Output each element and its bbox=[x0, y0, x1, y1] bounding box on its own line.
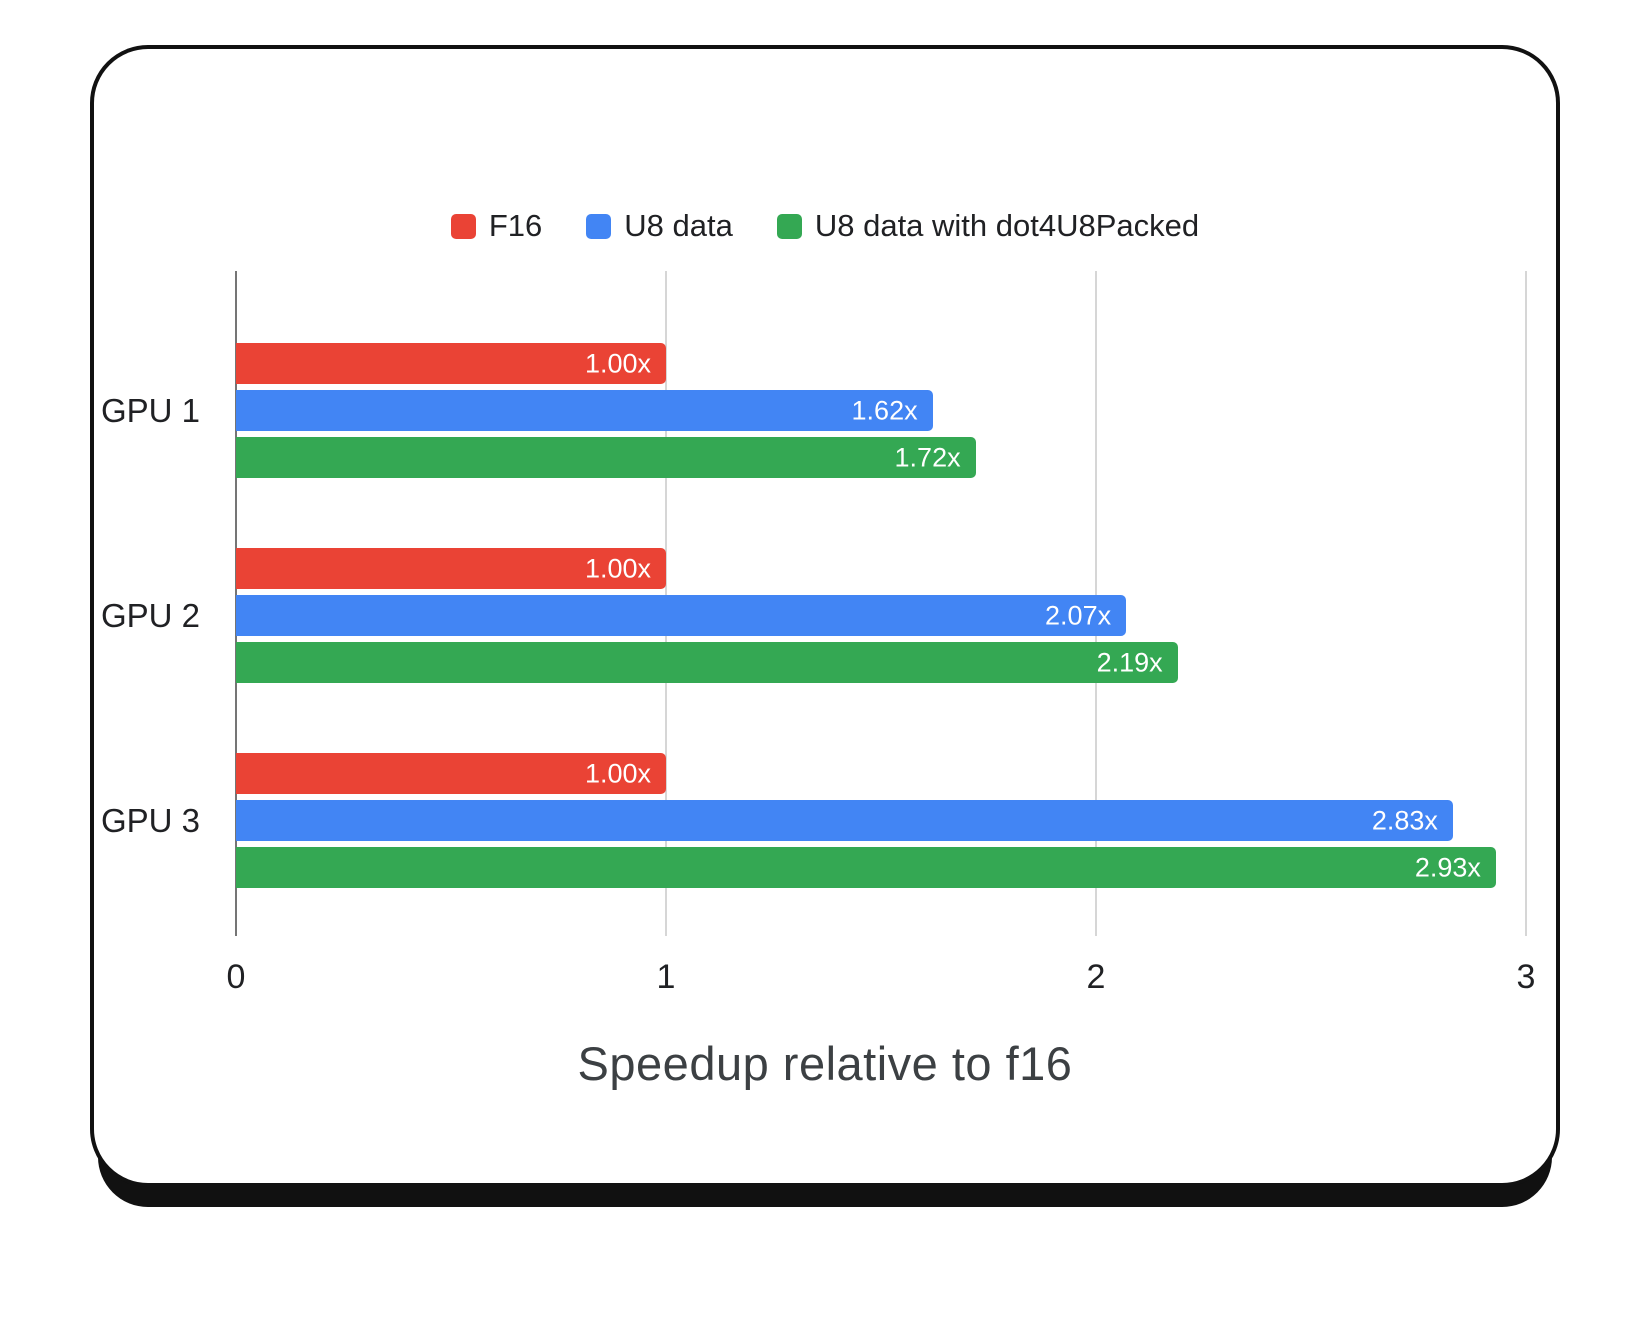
bar-value-label: 2.83x bbox=[1371, 805, 1438, 835]
bar-group: GPU 2 1.00x 2.07x 2.19x bbox=[101, 548, 1526, 683]
bar-row: 1.00x bbox=[236, 343, 1526, 384]
chart-area: GPU 1 1.00x 1.62x 1.72x GPU 2 1.00x 2.07x 2.19x… bbox=[101, 271, 1536, 1008]
bar-row: 2.83x bbox=[236, 800, 1526, 841]
bar: 2.93x bbox=[236, 847, 1496, 888]
bar-row: 2.93x bbox=[236, 847, 1526, 888]
bar-value-label: 1.00x bbox=[584, 758, 651, 788]
bar-row: 2.19x bbox=[236, 642, 1526, 683]
x-axis-ticks: 0 1 2 3 bbox=[227, 936, 1536, 1008]
bar: 1.00x bbox=[236, 548, 666, 589]
bar-value-label: 1.00x bbox=[584, 553, 651, 583]
bar-value-label: 1.62x bbox=[851, 395, 918, 425]
x-tick-label: 1 bbox=[656, 958, 676, 996]
bar-group: GPU 3 1.00x 2.83x 2.93x bbox=[101, 753, 1526, 888]
bar: 2.07x bbox=[236, 595, 1127, 636]
bar-row: 2.07x bbox=[236, 595, 1526, 636]
bar: 1.72x bbox=[236, 437, 976, 478]
bar-row: 1.00x bbox=[236, 753, 1526, 794]
category-label: GPU 2 bbox=[100, 596, 200, 634]
bar: 2.83x bbox=[236, 800, 1453, 841]
category-label: GPU 1 bbox=[100, 391, 200, 429]
bar-value-label: 2.07x bbox=[1045, 600, 1112, 630]
x-tick-label: 0 bbox=[226, 958, 246, 996]
legend-item: U8 data with dot4U8Packed bbox=[776, 208, 1200, 244]
bar-value-label: 2.19x bbox=[1096, 647, 1163, 677]
legend-item: U8 data bbox=[586, 208, 733, 244]
legend-label: F16 bbox=[488, 208, 543, 243]
bar: 2.19x bbox=[236, 642, 1178, 683]
legend-item: F16 bbox=[450, 208, 543, 244]
bar-value-label: 2.93x bbox=[1414, 852, 1481, 882]
x-tick-label: 3 bbox=[1516, 958, 1536, 996]
bar: 1.00x bbox=[236, 343, 666, 384]
x-tick-label: 2 bbox=[1086, 958, 1106, 996]
legend-swatch-icon bbox=[450, 213, 476, 239]
legend-swatch-icon bbox=[586, 213, 612, 239]
bar-row: 1.00x bbox=[236, 548, 1526, 589]
bar: 1.62x bbox=[236, 390, 933, 431]
legend: F16 U8 data U8 data with dot4U8Packed bbox=[124, 207, 1526, 245]
bar-row: 1.72x bbox=[236, 437, 1526, 478]
bar-row: 1.62x bbox=[236, 390, 1526, 431]
legend-swatch-icon bbox=[776, 213, 802, 239]
plot-area: GPU 1 1.00x 1.62x 1.72x GPU 2 1.00x 2.07x 2.19x… bbox=[101, 271, 1527, 936]
legend-label: U8 data bbox=[624, 208, 733, 243]
chart-card: F16 U8 data U8 data with dot4U8Packed GPU … bbox=[90, 45, 1560, 1187]
legend-label: U8 data with dot4U8Packed bbox=[814, 208, 1200, 243]
category-label: GPU 3 bbox=[100, 801, 200, 839]
bar-group: GPU 1 1.00x 1.62x 1.72x bbox=[101, 343, 1526, 478]
bar-value-label: 1.00x bbox=[584, 348, 651, 378]
x-axis-title: Speedup relative to f16 bbox=[577, 1037, 1073, 1090]
bar: 1.00x bbox=[236, 753, 666, 794]
bar-value-label: 1.72x bbox=[894, 442, 961, 472]
gridline bbox=[1525, 271, 1527, 936]
